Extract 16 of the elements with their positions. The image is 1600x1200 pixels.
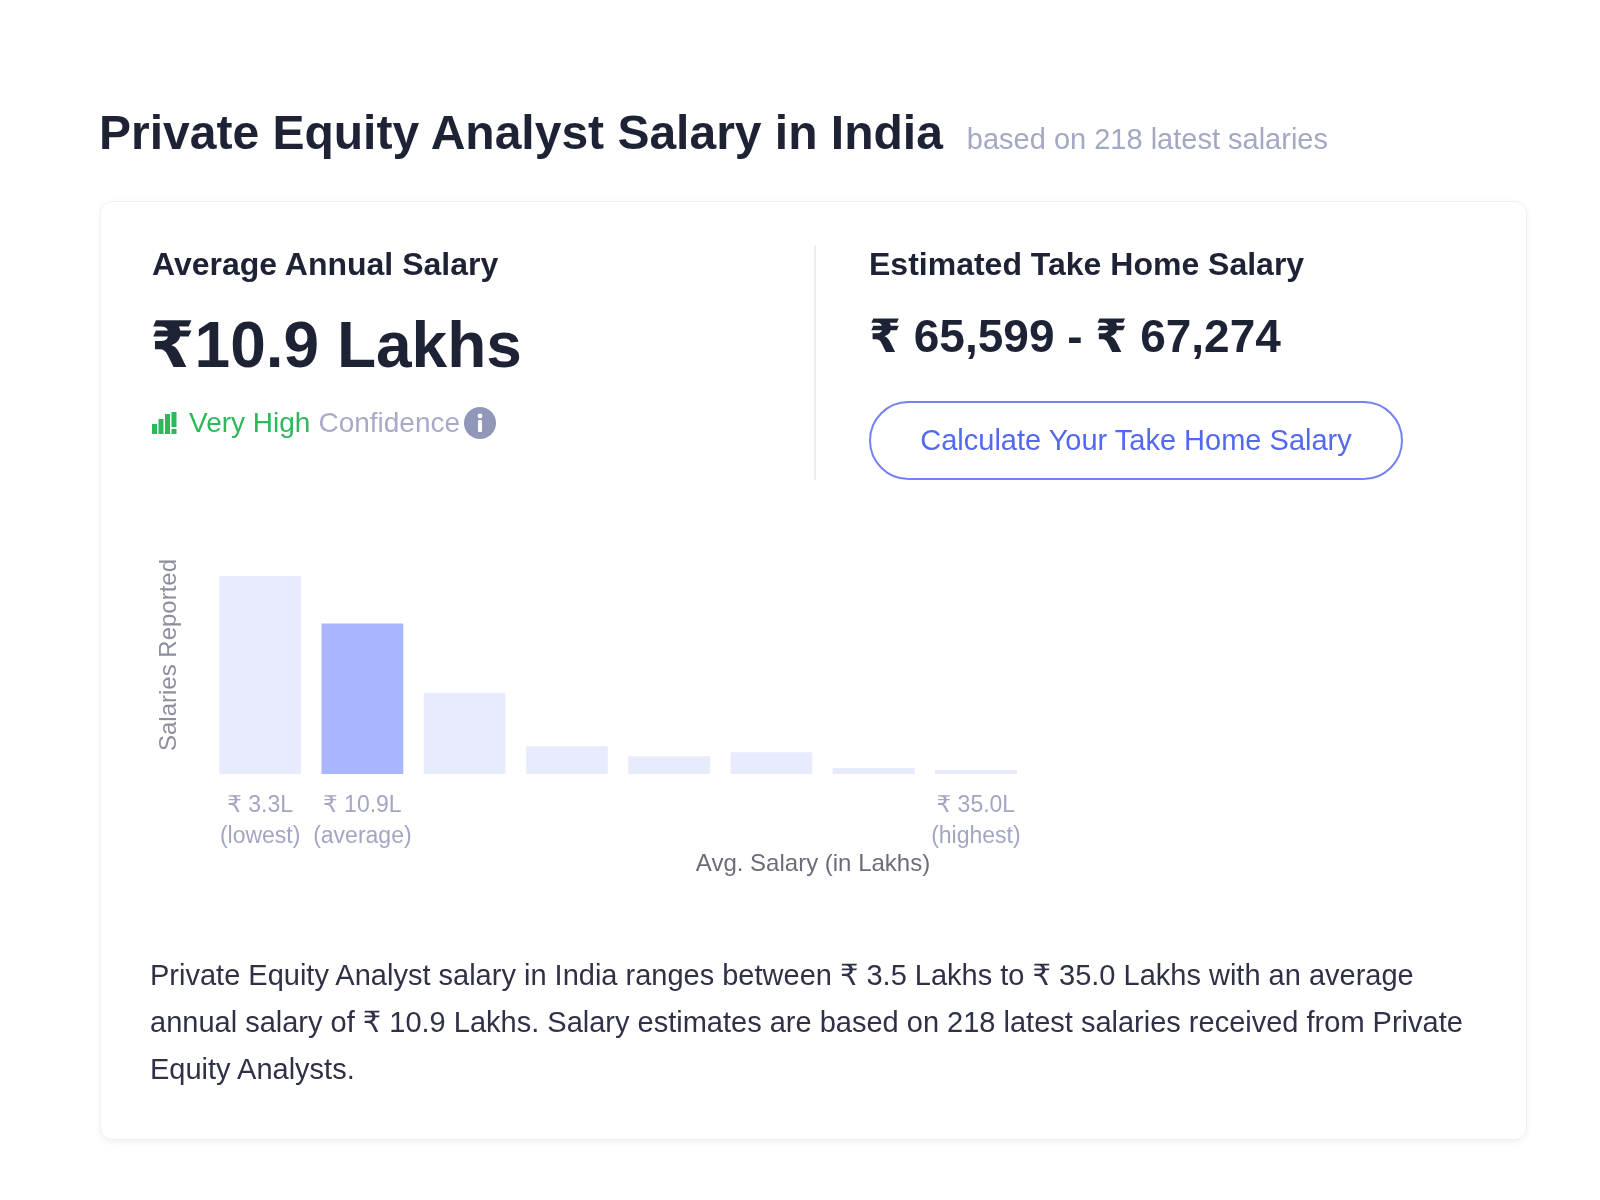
y-axis-title: Salaries Reported xyxy=(153,558,181,752)
text: ₹10.9 Lakhs xyxy=(150,308,522,383)
text: Very High xyxy=(189,406,311,440)
take-home-button[interactable]: Calculate Your Take Home Salary xyxy=(869,401,1403,480)
text: ₹ 65,599 - ₹ 67,274 xyxy=(869,309,1281,364)
x-tick-label: ₹ 10.9L (average) xyxy=(313,790,412,848)
text: based on 218 latest salaries xyxy=(966,122,1328,157)
x-axis-title: Avg. Salary (in Lakhs) xyxy=(695,848,931,876)
text: Private Equity Analyst salary in India ranges between ₹ 3.5 Lakhs to ₹ 35.0 Lakhs with an average annual salary of ₹ 10.9 Lakhs. Salary estimates are based on 218 latest salaries received from Private Equity Analysts. xyxy=(150,958,1464,1087)
text: Private Equity Analyst Salary in India xyxy=(99,105,943,161)
x-tick-label: ₹ 35.0L (highest) xyxy=(931,790,1021,848)
text: Estimated Take Home Salary xyxy=(869,245,1305,284)
text: Confidence xyxy=(318,406,461,440)
x-tick-label: ₹ 3.3L (lowest) xyxy=(219,790,301,848)
bar xyxy=(321,623,404,774)
text: Average Annual Salary xyxy=(152,245,499,284)
